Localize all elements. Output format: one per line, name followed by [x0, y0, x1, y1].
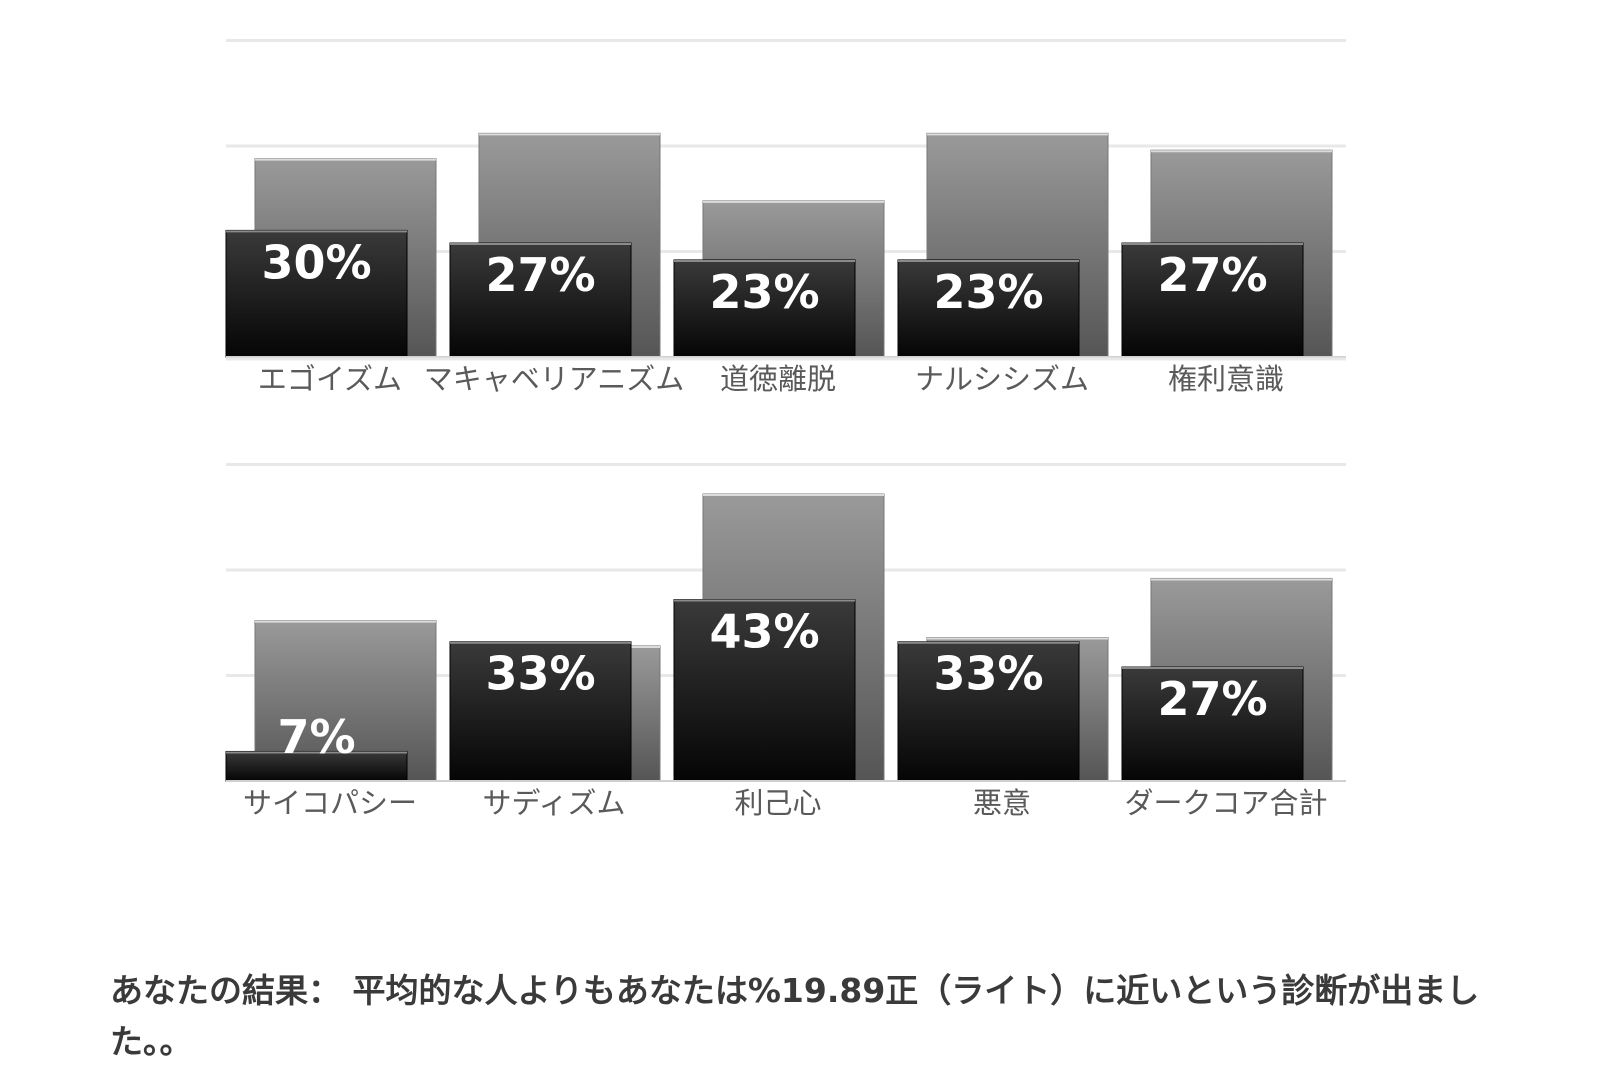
- bar-foreground: [897, 259, 1080, 358]
- data-label: 33%: [485, 647, 595, 701]
- data-label: 27%: [485, 248, 595, 302]
- category-label: ナルシシズム: [915, 362, 1089, 396]
- category-label: 利己心: [734, 786, 821, 820]
- data-label: 33%: [933, 647, 1043, 701]
- data-label: 23%: [709, 265, 819, 319]
- category-label: 道徳離脱: [720, 362, 836, 396]
- data-label: 43%: [709, 605, 819, 659]
- bar-chart-bottom: 7% サイコパシー 33% サディズム 43% 利己心 33% 悪意 27% ダークコア合計: [225, 357, 1346, 820]
- category-label: サディズム: [483, 786, 626, 820]
- data-label: 7%: [277, 710, 355, 764]
- chart-panel-bottom: 7% サイコパシー 33% サディズム 43% 利己心 33% 悪意 27% ダークコア合計: [0, 357, 1620, 880]
- bar-foreground: [225, 750, 408, 782]
- bar-foreground: [673, 599, 856, 782]
- category-label: 悪意: [973, 786, 1031, 820]
- category-label: サイコパシー: [243, 786, 417, 820]
- chart-panel-top: 30% エゴイズム 27% マキャベリアニズム 23% 道徳離脱 23% ナルシシズム 27% 権…: [0, 0, 1620, 440]
- data-label: 27%: [1157, 672, 1267, 726]
- category-label: エゴイズム: [258, 362, 402, 396]
- result-summary: あなたの結果： 平均的な人よりもあなたは%19.89正（ライト）に近いという診断…: [110, 971, 1480, 1061]
- category-label: マキャベリアニズム: [424, 362, 684, 396]
- data-label: 27%: [1157, 248, 1267, 302]
- bar-foreground: [449, 641, 632, 782]
- bar-chart-top: 30% エゴイズム 27% マキャベリアニズム 23% 道徳離脱 23% ナルシシズム 27% 権…: [225, 39, 1346, 396]
- category-label: 権利意識: [1168, 362, 1284, 396]
- data-label: 30%: [261, 235, 371, 289]
- bar-foreground: [1121, 242, 1304, 358]
- bar-foreground: [1121, 666, 1304, 782]
- category-label: ダークコア合計: [1124, 786, 1327, 820]
- data-label: 23%: [933, 265, 1043, 319]
- bar-foreground: [673, 259, 856, 358]
